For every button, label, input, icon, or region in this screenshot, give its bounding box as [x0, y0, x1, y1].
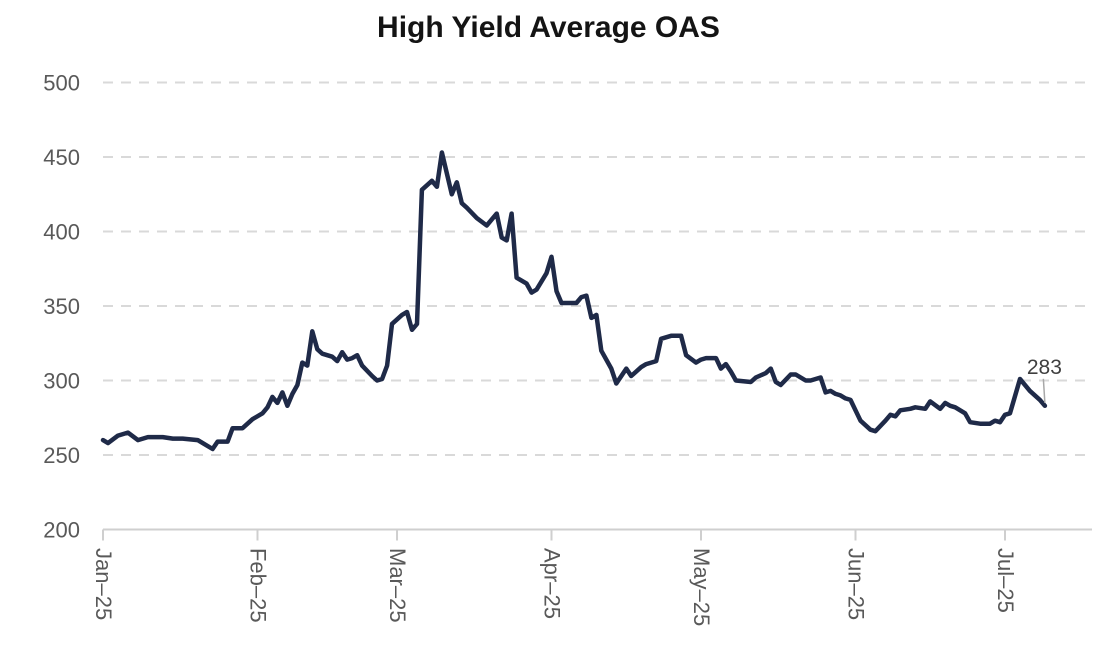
x-tick-label: Apr–25: [540, 548, 565, 619]
oas-series-line: [100, 150, 1048, 452]
x-tick-label: Jan–25: [91, 548, 116, 620]
x-tick-label: Jun–25: [843, 548, 868, 620]
x-axis-ticks-and-labels: Jan–25 Feb–25 Mar–25 Apr–25 May–25 Jun–25 Jul–…: [91, 529, 1018, 626]
y-gridlines: [103, 81, 1092, 531]
x-tick-label: May–25: [689, 548, 714, 626]
y-tick-label: 250: [43, 443, 80, 468]
y-tick-label: 450: [43, 145, 80, 170]
y-tick-label: 300: [43, 369, 80, 394]
y-tick-label: 200: [43, 518, 80, 543]
chart-title: High Yield Average OAS: [377, 11, 720, 44]
x-tick-label: Feb–25: [245, 548, 270, 623]
last-value-label: 283: [1027, 356, 1062, 379]
x-tick-label: Jul–25: [993, 548, 1018, 613]
x-tick-label: Mar–25: [385, 548, 410, 623]
y-tick-label: 350: [43, 294, 80, 319]
y-axis-labels: 200 250 300 350 400 450 500: [43, 71, 80, 543]
y-tick-label: 500: [43, 71, 80, 96]
annotation-leader-line: [1042, 378, 1046, 403]
y-tick-label: 400: [43, 220, 80, 245]
